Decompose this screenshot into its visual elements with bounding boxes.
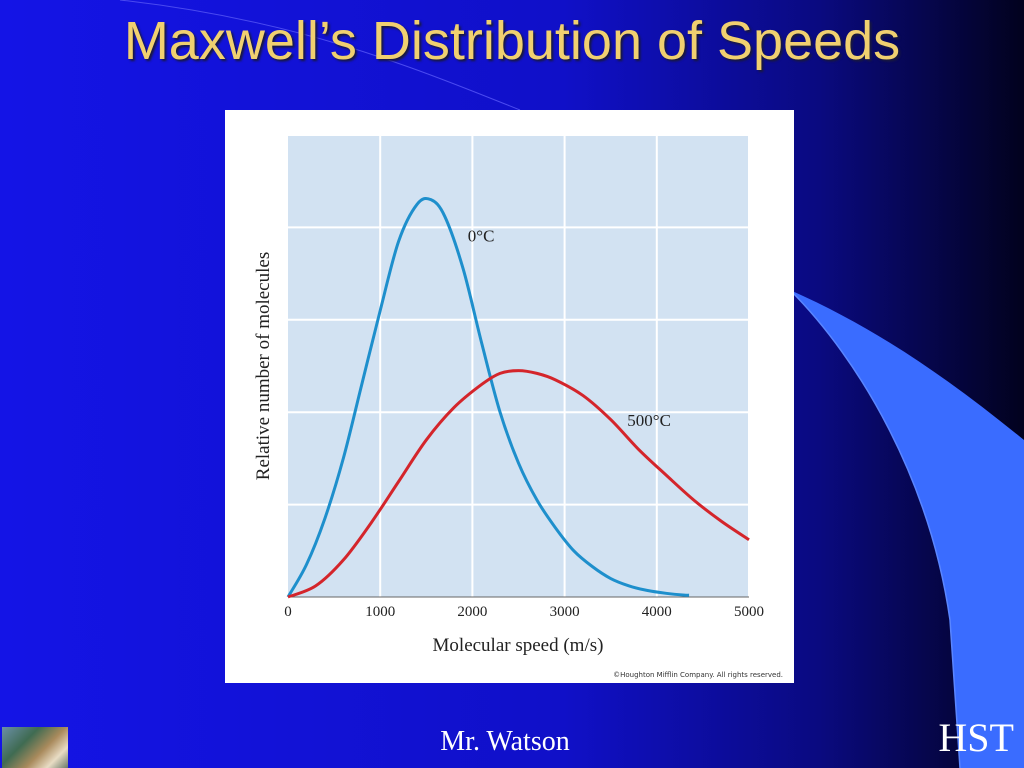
footer-org: HST: [938, 715, 1014, 760]
x-tick-label: 4000: [642, 604, 672, 620]
x-tick-label: 0: [284, 604, 292, 620]
x-tick-label: 5000: [734, 604, 764, 620]
x-tick-label: 2000: [457, 604, 487, 620]
tiger-logo-icon: [2, 727, 68, 768]
speed-distribution-chart: 0 1000 2000 3000 4000 5000 0°C 500°C Molecular…: [253, 134, 783, 679]
accent-swoosh: [790, 290, 1024, 768]
accent-arc-top: [119, 0, 521, 111]
grid-lines: [288, 134, 750, 598]
copyright-credit: ©Houghton Mifflin Company. All rights re…: [613, 671, 783, 679]
x-tick-label: 1000: [365, 604, 395, 620]
chart-panel: 0 1000 2000 3000 4000 5000 0°C 500°C Molecular…: [225, 110, 794, 683]
series-label-500c: 500°C: [627, 411, 671, 430]
x-tick-labels: 0 1000 2000 3000 4000 5000: [284, 604, 764, 620]
plot-area: [288, 135, 749, 597]
x-tick-label: 3000: [550, 604, 580, 620]
slide-title: Maxwell’s Distribution of Speeds: [123, 11, 901, 71]
x-axis-label: Molecular speed (m/s): [433, 635, 604, 656]
y-axis-label: Relative number of molecules: [253, 252, 274, 480]
series-line-0c: [286, 196, 690, 598]
accent-swoosh-edge: [789, 289, 961, 768]
series-label-0c: 0°C: [468, 226, 495, 245]
series-lines: 0°C 500°C: [286, 196, 750, 599]
series-line-500c: [287, 369, 750, 599]
footer-author: Mr. Watson: [440, 726, 570, 757]
